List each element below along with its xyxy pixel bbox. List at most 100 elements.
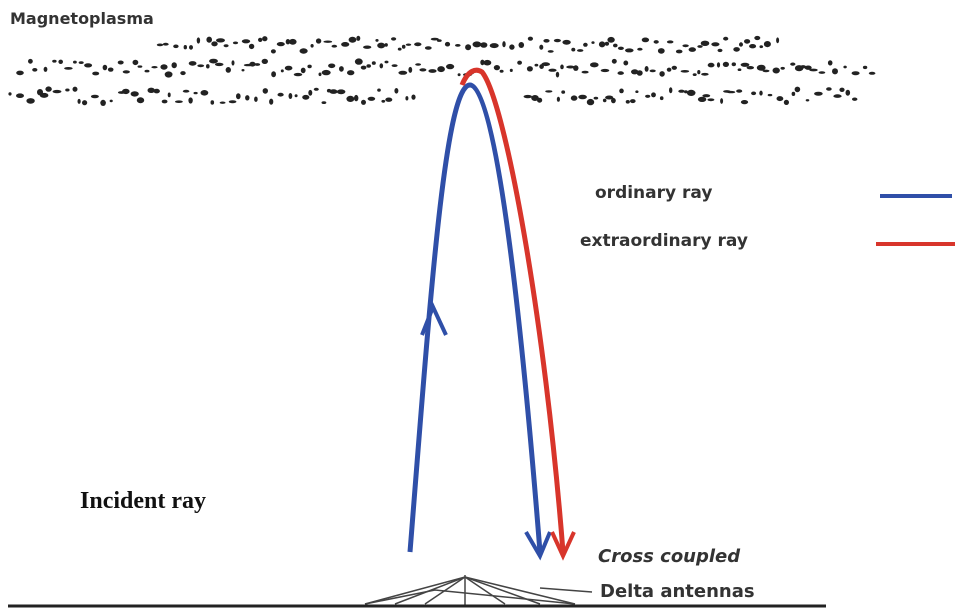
plasma-dot [518,42,525,48]
plasma-dot [270,49,276,54]
plasma-dot [780,66,785,70]
plasma-dot [763,41,771,48]
plasma-dot [347,70,355,76]
plasma-dot [171,62,177,69]
plasma-dot [336,89,346,95]
title: Magnetoplasma [10,9,154,28]
plasma-dot [602,98,607,103]
plasma-dot [502,41,506,48]
plasma-dot [577,49,584,52]
plasma-dot [411,94,416,100]
plasma-dot [173,44,179,49]
plasma-dot [360,65,367,70]
extraordinary-ray [459,67,566,553]
plasma-dot [790,62,796,66]
plasma-dot [384,43,388,47]
plasma-dot [827,60,833,66]
plasma-dot [381,99,386,103]
plasma-dot [245,95,250,101]
plasma-dot [465,44,472,51]
plasma-dot [539,44,544,50]
plasma-dot [744,39,751,44]
plasma-dot [293,72,303,77]
plasma-dot [254,96,258,102]
plasma-dot [578,94,587,100]
plasma-dot [700,40,710,46]
plasma-dot [45,86,52,92]
plasma-dot [541,62,550,67]
plasma-dot [102,64,108,71]
plasma-dot [489,43,499,49]
plasma-dot [611,58,617,64]
plasma-dot [733,47,740,52]
plasma-dot [16,93,24,98]
plasma-dot [607,36,615,43]
arrow-up [420,301,448,336]
plasma-dot [241,39,251,44]
plasma-dot [232,41,239,45]
arrow-down-blue [524,530,552,561]
plasma-dot [258,37,263,43]
plasma-dot [619,88,624,94]
plasma-dot [776,96,784,102]
plasma-dot [697,96,707,102]
plasma-dot [739,42,743,47]
plasma-dot [669,87,673,94]
plasma-dot [711,42,720,47]
plasma-dot [28,58,33,64]
plasma-dot [354,58,363,65]
plasma-dot [225,67,231,73]
plasma-dot [419,68,427,72]
plasma-dot [384,60,389,64]
plasma-dot [391,37,397,41]
plasma-dot [8,92,12,96]
plasma-dot [583,42,588,47]
plasma-dot [367,96,376,101]
plasma-dot [707,98,715,102]
plasma-dot [183,45,187,50]
plasma-dot [64,67,73,70]
plasma-dot [702,94,711,98]
plasma-dot [175,100,183,103]
plasma-dot [617,71,624,75]
plasma-dot [682,44,689,48]
plasma-dot [720,98,724,104]
plasma-dot [723,36,729,41]
plasma-dot [791,91,796,96]
plasma-dot [593,96,599,100]
plasma-dot [72,86,78,92]
plasma-dot [600,68,610,73]
plasma-dot [659,71,665,77]
plasma-dot [117,60,124,65]
plasma-dot [671,65,677,70]
plasma-dot [180,71,186,76]
plasma-dot [566,65,575,69]
plasma-dot [684,90,688,94]
plasma-dot [164,71,173,78]
plasma-dot [852,97,858,101]
plasma-dot [605,95,614,100]
plasma-dot [262,88,268,94]
plasma-dot [680,70,690,73]
plasma-dot [534,63,539,67]
plasma-dot [415,63,421,66]
plasma-dot [377,88,381,92]
plasma-dot [346,95,355,102]
plasma-dot [804,65,812,70]
plasma-dot [32,68,38,72]
plasma-dot [302,94,310,100]
cross-coupled-label: Cross coupled [598,546,741,567]
plasma-dot [206,64,210,69]
antenna [364,575,593,605]
plasma-dot [214,62,224,67]
plasma-dot [280,69,284,73]
plasma-dot [726,90,736,94]
plasma-dot [560,64,564,70]
plasma-dot [241,69,245,72]
plasma-dot [444,41,451,47]
plasma-dot [731,62,736,67]
plasma-dot [759,45,764,49]
plasma-dot [717,48,723,53]
plasma-dot [581,70,589,74]
plasma-dot [289,38,297,45]
